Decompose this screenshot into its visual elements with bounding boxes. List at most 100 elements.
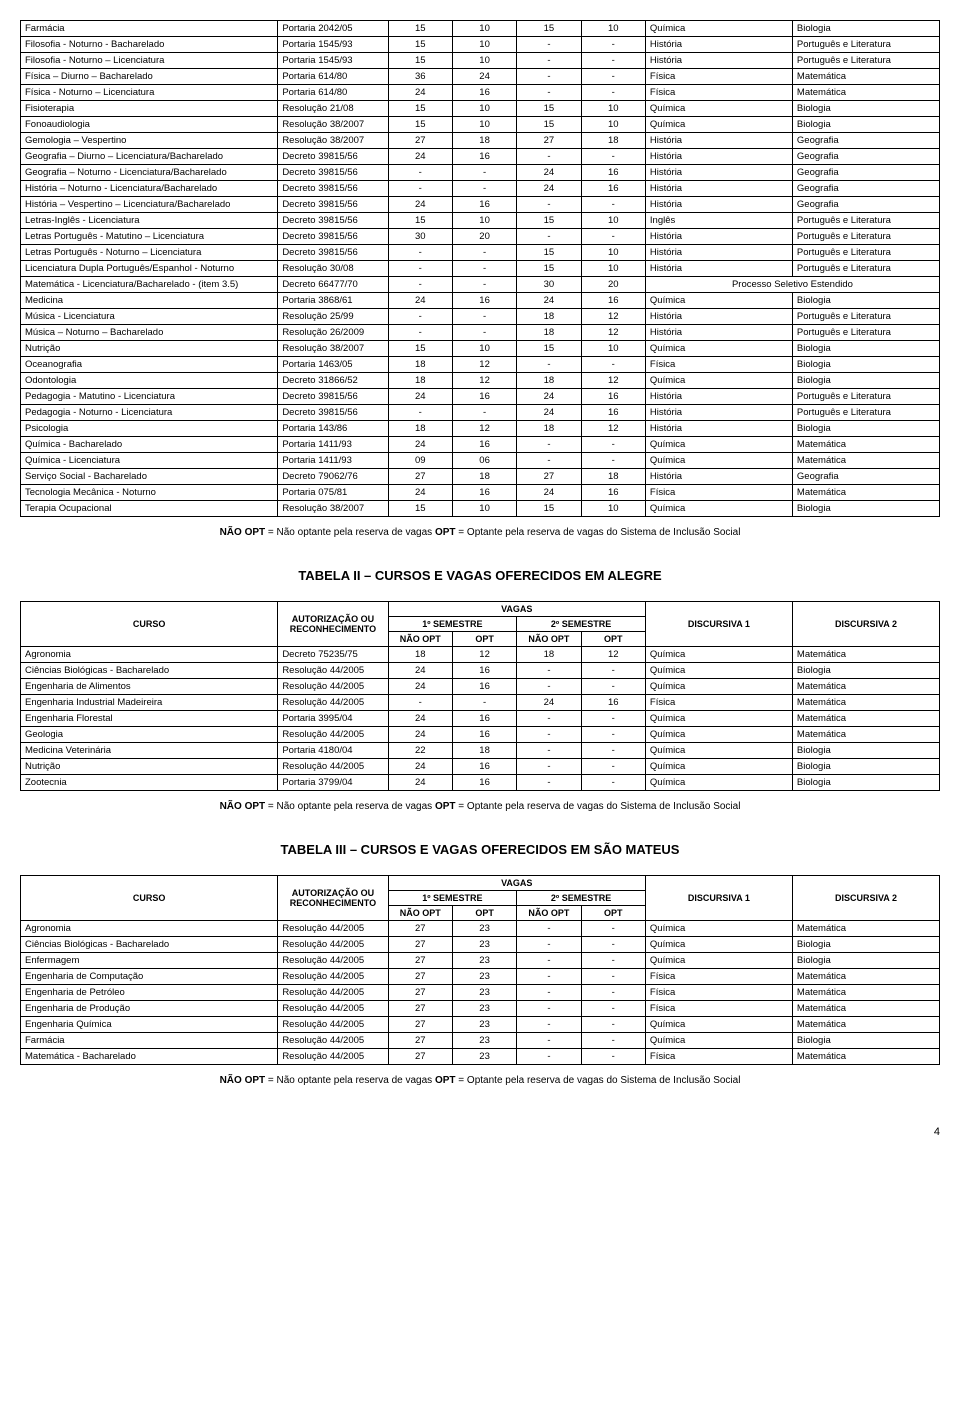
cell: Português e Literatura [792, 37, 939, 53]
cell: 15 [517, 117, 581, 133]
cell: Química [645, 921, 792, 937]
hdr-disc2: DISCURSIVA 2 [792, 876, 939, 921]
cell: 24 [517, 485, 581, 501]
cell: 23 [452, 985, 516, 1001]
cell: Música - Licenciatura [21, 309, 278, 325]
cell: 24 [517, 405, 581, 421]
cell: Geologia [21, 727, 278, 743]
cell: 15 [517, 101, 581, 117]
hdr-naoopt: NÃO OPT [517, 632, 581, 647]
cell: Serviço Social - Bacharelado [21, 469, 278, 485]
cell: 15 [517, 261, 581, 277]
cell: - [517, 663, 581, 679]
cell: - [517, 1001, 581, 1017]
cell: 16 [581, 485, 645, 501]
cell: - [581, 37, 645, 53]
cell: - [388, 181, 452, 197]
table-row: Geografia – Diurno – Licenciatura/Bachar… [21, 149, 940, 165]
cell: 16 [452, 727, 516, 743]
cell: Portaria 143/86 [278, 421, 388, 437]
cell: Música – Noturno – Bacharelado [21, 325, 278, 341]
cell: - [581, 679, 645, 695]
cell: - [388, 277, 452, 293]
cell: - [517, 1049, 581, 1065]
cell: 12 [581, 373, 645, 389]
cell: Química [645, 1033, 792, 1049]
cell: Matemática [792, 1017, 939, 1033]
cell: Química [645, 101, 792, 117]
cell: Licenciatura Dupla Português/Espanhol - … [21, 261, 278, 277]
cell: Agronomia [21, 647, 278, 663]
cell: Português e Literatura [792, 245, 939, 261]
cell: - [388, 165, 452, 181]
cell: Geografia [792, 165, 939, 181]
cell: - [581, 1049, 645, 1065]
table-row: Filosofia - Noturno – LicenciaturaPortar… [21, 53, 940, 69]
cell: Portaria 3868/61 [278, 293, 388, 309]
cell: Física [645, 1001, 792, 1017]
cell: Química [645, 373, 792, 389]
cell: 16 [452, 711, 516, 727]
cell: - [581, 937, 645, 953]
cell: 18 [388, 421, 452, 437]
cell: Geografia [792, 181, 939, 197]
cell: Filosofia - Noturno - Bacharelado [21, 37, 278, 53]
cell: Química [645, 21, 792, 37]
cell: Física [645, 69, 792, 85]
cell: 24 [388, 85, 452, 101]
cell: Portaria 1411/93 [278, 437, 388, 453]
cell: 27 [388, 969, 452, 985]
cell: Resolução 44/2005 [278, 679, 388, 695]
cell: Química [645, 775, 792, 791]
cell: 15 [517, 245, 581, 261]
table-row: Serviço Social - BachareladoDecreto 7906… [21, 469, 940, 485]
cell: Resolução 38/2007 [278, 133, 388, 149]
table-row: Música – Noturno – BachareladoResolução … [21, 325, 940, 341]
cell: Letras-Inglês - Licenciatura [21, 213, 278, 229]
cell: 18 [517, 421, 581, 437]
title-tabela2: TABELA II – CURSOS E VAGAS OFERECIDOS EM… [20, 568, 940, 583]
cell: - [517, 969, 581, 985]
cell: Resolução 44/2005 [278, 985, 388, 1001]
cell: 30 [388, 229, 452, 245]
cell: - [517, 453, 581, 469]
cell: Nutrição [21, 341, 278, 357]
cell: Química [645, 727, 792, 743]
cell: 15 [388, 341, 452, 357]
cell: 24 [517, 181, 581, 197]
cell: 24 [517, 293, 581, 309]
table-row: GeologiaResolução 44/20052416--QuímicaMa… [21, 727, 940, 743]
cell: - [517, 679, 581, 695]
cell: 16 [452, 679, 516, 695]
cell: Engenharia de Alimentos [21, 679, 278, 695]
cell: Português e Literatura [792, 213, 939, 229]
cell: História [645, 325, 792, 341]
cell: - [388, 695, 452, 711]
cell: Física [645, 357, 792, 373]
hdr-disc1: DISCURSIVA 1 [645, 602, 792, 647]
table-row: Terapia OcupacionalResolução 38/20071510… [21, 501, 940, 517]
cell: Nutrição [21, 759, 278, 775]
cell: Matemática [792, 969, 939, 985]
cell: Resolução 44/2005 [278, 1049, 388, 1065]
cell: 24 [388, 197, 452, 213]
cell: 23 [452, 1001, 516, 1017]
cell: Engenharia de Petróleo [21, 985, 278, 1001]
cell: Biologia [792, 117, 939, 133]
cell: Decreto 79062/76 [278, 469, 388, 485]
cell: 27 [388, 1001, 452, 1017]
cell: 12 [452, 357, 516, 373]
table-row: FarmáciaPortaria 2042/0515101510QuímicaB… [21, 21, 940, 37]
cell: 27 [388, 1049, 452, 1065]
table-row: Física - Noturno – LicenciaturaPortaria … [21, 85, 940, 101]
cell: Resolução 30/08 [278, 261, 388, 277]
cell: 20 [581, 277, 645, 293]
cell: 24 [388, 711, 452, 727]
cell: 23 [452, 921, 516, 937]
cell: - [581, 663, 645, 679]
cell: - [517, 743, 581, 759]
hdr-vagas: VAGAS [388, 876, 645, 891]
cell: 16 [581, 695, 645, 711]
page-number: 4 [20, 1126, 940, 1138]
table-row: NutriçãoResolução 38/200715101510Química… [21, 341, 940, 357]
